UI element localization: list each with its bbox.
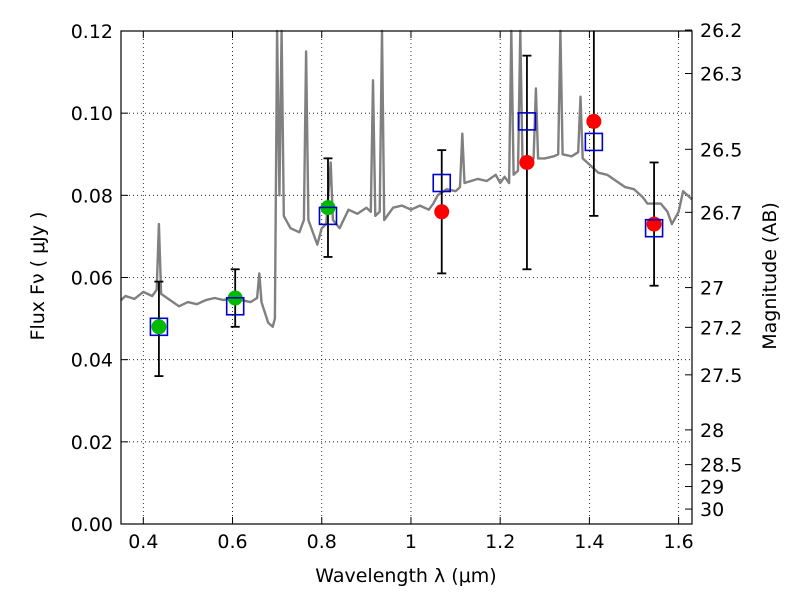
- model-spectrum-line: [120, 29, 693, 328]
- magnitude-tick-label: 30: [700, 499, 724, 521]
- tick-labels: 0.4 0.6 0.8 1 1.2 1.4 1.6 0.00 0.02 0.04 0.06 0.08 0…: [71, 20, 743, 553]
- x-tick-label: 1.6: [664, 531, 694, 553]
- observed-flux-point: [151, 319, 167, 335]
- magnitude-tick-label: 28: [700, 420, 724, 442]
- model-flux-square: [584, 132, 604, 152]
- x-tick-label: 0.4: [128, 531, 158, 553]
- axes-frame: [120, 30, 693, 525]
- magnitude-tick-label: 26.2: [700, 20, 742, 42]
- x-tick-label: 1.4: [574, 531, 604, 553]
- model-points-layer: [149, 112, 664, 337]
- plot-frame: [120, 30, 693, 525]
- y-tick-label: 0.06: [71, 268, 113, 290]
- observed-flux-point: [646, 216, 662, 232]
- model-flux-square: [149, 317, 169, 337]
- y-tick-label: 0.08: [71, 185, 113, 207]
- model-flux-square: [318, 206, 338, 226]
- grid: [121, 30, 692, 525]
- y-tick-label: 0.00: [71, 514, 113, 536]
- y-axis-title: Flux Fν ( μJy ): [27, 212, 49, 341]
- magnitude-tick-label: 27.2: [700, 317, 742, 339]
- magnitude-tick-label: 26.5: [700, 139, 742, 161]
- y-tick-label: 0.04: [71, 350, 113, 372]
- model-flux-square: [225, 296, 245, 316]
- error-bar-layer: [154, 31, 659, 378]
- y-tick-label: 0.10: [71, 103, 113, 125]
- model-flux-square: [432, 173, 452, 193]
- magnitude-tick-label: 29: [700, 477, 724, 499]
- magnitude-tick-label: 27.5: [700, 365, 742, 387]
- magnitude-tick-label: 26.3: [700, 64, 742, 86]
- magnitude-tick-label: 26.7: [700, 202, 742, 224]
- x-tick-label: 1: [405, 531, 417, 553]
- spectrum-layer: [120, 29, 693, 328]
- x-tick-label: 1.2: [485, 531, 515, 553]
- y-tick-label: 0.02: [71, 432, 113, 454]
- x-tick-label: 0.6: [217, 531, 247, 553]
- magnitude-tick-label: 27: [700, 278, 724, 300]
- magnitude-tick-label: 28.5: [700, 455, 742, 477]
- model-flux-square: [517, 112, 537, 131]
- observed-flux-point: [434, 204, 450, 220]
- observed-flux-point: [519, 154, 535, 170]
- y-tick-label: 0.12: [71, 21, 113, 43]
- ticks: [121, 29, 692, 525]
- x-axis-title: Wavelength λ (μm): [315, 565, 496, 587]
- observed-flux-point: [586, 113, 602, 129]
- magnitude-axis-title: Magnitude (AB): [759, 202, 781, 350]
- model-flux-square: [644, 218, 664, 238]
- x-tick-label: 0.8: [307, 531, 337, 553]
